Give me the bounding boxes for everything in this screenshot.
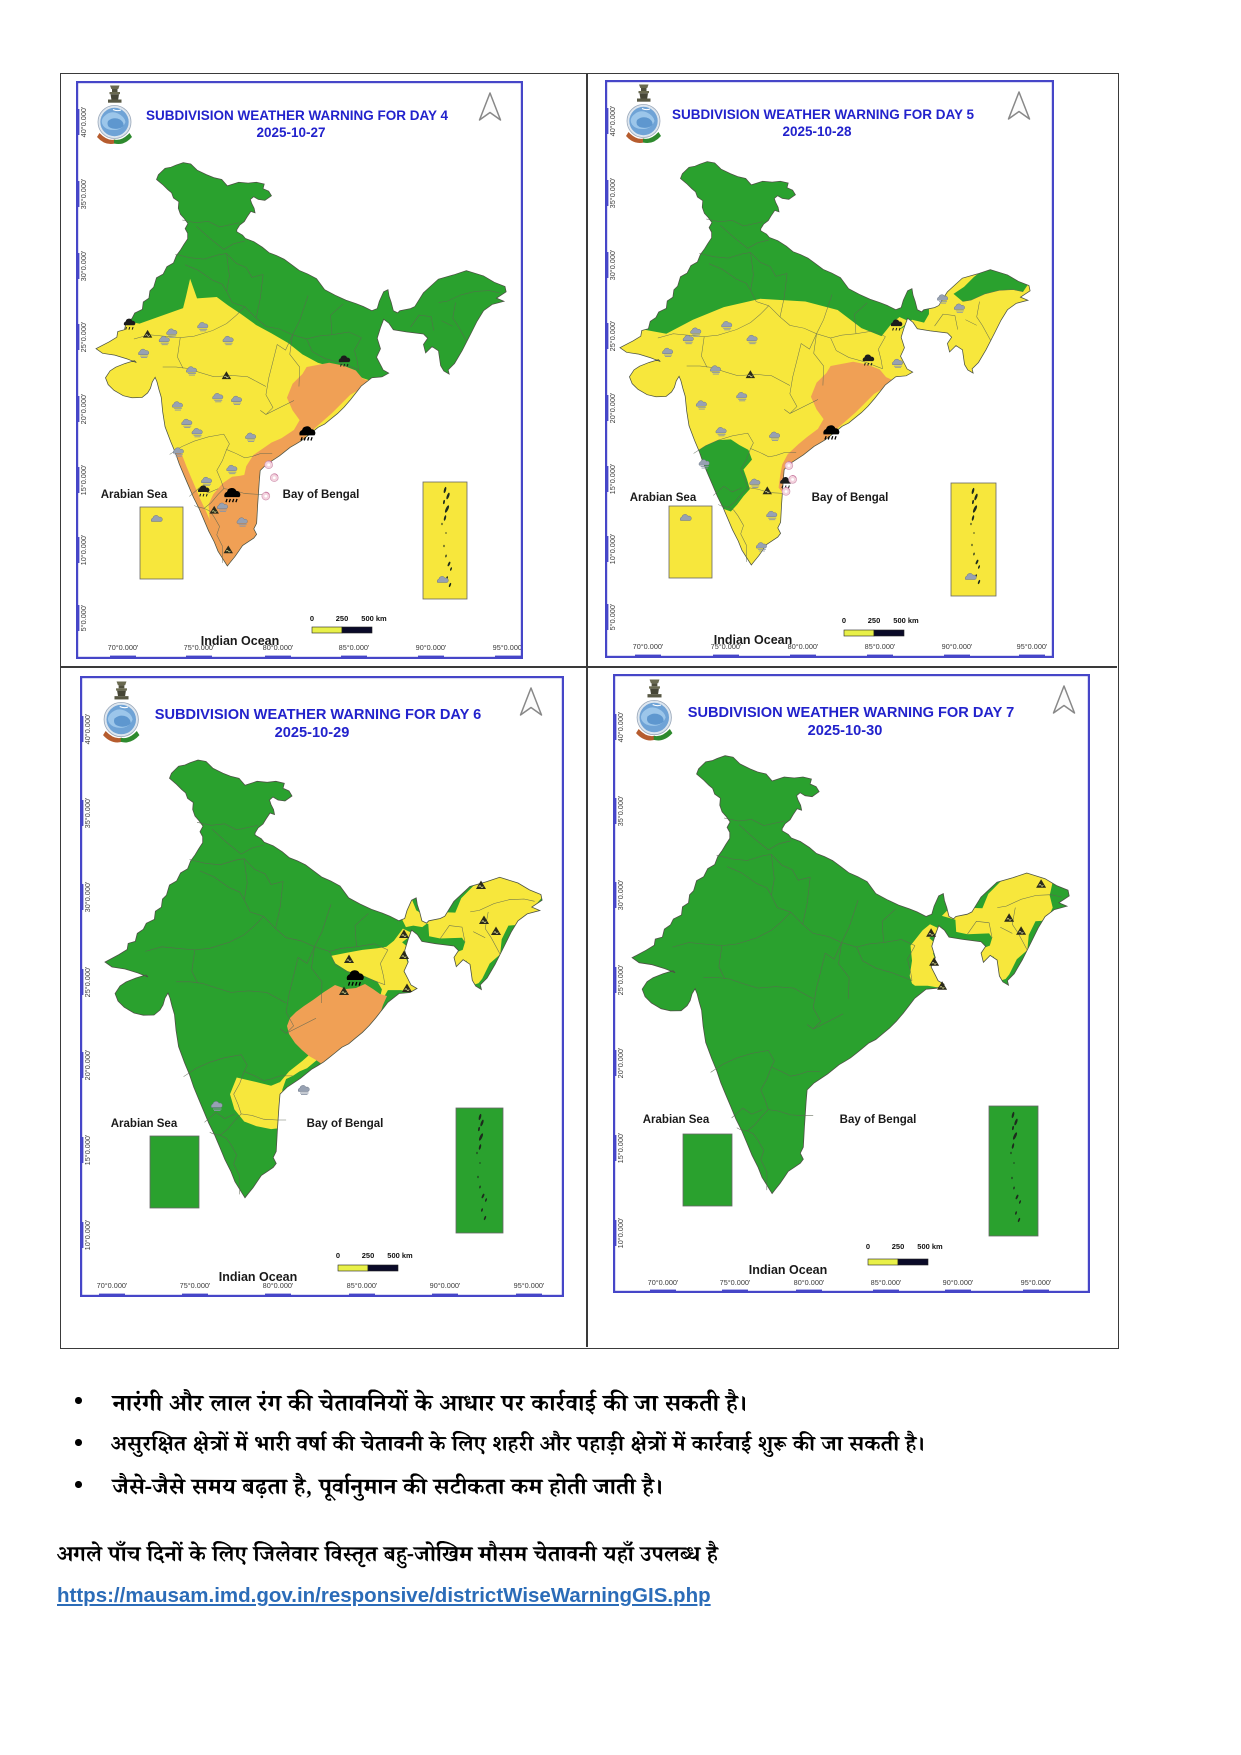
svg-text:Indian Ocean: Indian Ocean	[749, 1263, 828, 1277]
svg-text:90°0.000': 90°0.000'	[943, 1278, 974, 1287]
svg-text:5°0.000': 5°0.000'	[79, 604, 88, 631]
svg-text:95°0.000': 95°0.000'	[1021, 1278, 1052, 1287]
svg-text:Indian Ocean: Indian Ocean	[201, 634, 280, 648]
svg-text:Arabian Sea: Arabian Sea	[101, 489, 168, 501]
svg-text:Arabian Sea: Arabian Sea	[630, 492, 697, 504]
svg-text:Indian Ocean: Indian Ocean	[219, 1270, 298, 1284]
svg-text:Bay of Bengal: Bay of Bengal	[812, 492, 889, 504]
svg-text:30°0.000': 30°0.000'	[83, 881, 92, 912]
svg-text:500 km: 500 km	[361, 614, 387, 623]
svg-text:80°0.000': 80°0.000'	[263, 1281, 294, 1290]
svg-text:Bay of Bengal: Bay of Bengal	[283, 489, 360, 501]
svg-text:25°0.000': 25°0.000'	[608, 320, 617, 351]
svg-text:80°0.000': 80°0.000'	[263, 643, 294, 652]
svg-text:40°0.000': 40°0.000'	[608, 105, 617, 136]
svg-text:40°0.000': 40°0.000'	[79, 106, 88, 137]
svg-text:10°0.000': 10°0.000'	[616, 1217, 625, 1248]
svg-text:2025-10-27: 2025-10-27	[256, 125, 325, 140]
svg-text:25°0.000': 25°0.000'	[83, 966, 92, 997]
svg-text:75°0.000': 75°0.000'	[180, 1281, 211, 1290]
svg-text:2025-10-29: 2025-10-29	[275, 725, 350, 741]
svg-text:Arabian Sea: Arabian Sea	[111, 1118, 178, 1130]
svg-text:40°0.000': 40°0.000'	[83, 713, 92, 744]
svg-text:0: 0	[842, 616, 846, 625]
svg-text:95°0.000': 95°0.000'	[514, 1281, 545, 1290]
svg-text:10°0.000': 10°0.000'	[608, 533, 617, 564]
svg-text:85°0.000': 85°0.000'	[347, 1281, 378, 1290]
svg-text:500 km: 500 km	[893, 616, 919, 625]
svg-text:90°0.000': 90°0.000'	[430, 1281, 461, 1290]
svg-text:0: 0	[866, 1242, 870, 1251]
svg-text:35°0.000': 35°0.000'	[79, 178, 88, 209]
svg-text:SUBDIVISION WEATHER WARNING FO: SUBDIVISION WEATHER WARNING FOR DAY 6	[155, 707, 482, 723]
svg-text:75°0.000': 75°0.000'	[720, 1278, 751, 1287]
svg-text:25°0.000': 25°0.000'	[616, 964, 625, 995]
svg-text:40°0.000': 40°0.000'	[616, 711, 625, 742]
svg-text:15°0.000': 15°0.000'	[616, 1132, 625, 1163]
svg-text:Indian Ocean: Indian Ocean	[714, 633, 793, 647]
svg-text:70°0.000': 70°0.000'	[648, 1278, 679, 1287]
svg-text:30°0.000': 30°0.000'	[608, 249, 617, 280]
svg-text:Bay of Bengal: Bay of Bengal	[307, 1118, 384, 1130]
svg-text:75°0.000': 75°0.000'	[184, 643, 215, 652]
svg-text:250: 250	[892, 1242, 905, 1251]
svg-text:30°0.000': 30°0.000'	[616, 879, 625, 910]
svg-text:SUBDIVISION WEATHER WARNING FO: SUBDIVISION WEATHER WARNING FOR DAY 5	[672, 107, 975, 122]
svg-text:35°0.000': 35°0.000'	[616, 795, 625, 826]
svg-text:2025-10-30: 2025-10-30	[808, 723, 883, 739]
svg-text:500 km: 500 km	[917, 1242, 943, 1251]
svg-text:5°0.000': 5°0.000'	[608, 603, 617, 630]
svg-text:15°0.000': 15°0.000'	[83, 1134, 92, 1165]
svg-text:80°0.000': 80°0.000'	[788, 642, 819, 651]
svg-text:Bay of Bengal: Bay of Bengal	[840, 1114, 917, 1126]
svg-text:SUBDIVISION WEATHER WARNING FO: SUBDIVISION WEATHER WARNING FOR DAY 4	[146, 108, 449, 123]
svg-text:85°0.000': 85°0.000'	[339, 643, 370, 652]
svg-text:80°0.000': 80°0.000'	[794, 1278, 825, 1287]
svg-text:90°0.000': 90°0.000'	[942, 642, 973, 651]
svg-text:SUBDIVISION WEATHER WARNING FO: SUBDIVISION WEATHER WARNING FOR DAY 7	[688, 705, 1015, 721]
svg-text:500 km: 500 km	[387, 1251, 413, 1260]
svg-text:0: 0	[336, 1251, 340, 1260]
svg-text:250: 250	[362, 1251, 375, 1260]
svg-text:10°0.000': 10°0.000'	[79, 534, 88, 565]
svg-text:250: 250	[336, 614, 349, 623]
svg-text:35°0.000': 35°0.000'	[83, 797, 92, 828]
svg-text:25°0.000': 25°0.000'	[79, 321, 88, 352]
svg-text:95°0.000': 95°0.000'	[1017, 642, 1048, 651]
svg-text:90°0.000': 90°0.000'	[416, 643, 447, 652]
svg-text:70°0.000': 70°0.000'	[633, 642, 664, 651]
svg-text:10°0.000': 10°0.000'	[83, 1219, 92, 1250]
svg-text:75°0.000': 75°0.000'	[711, 642, 742, 651]
svg-text:20°0.000': 20°0.000'	[616, 1047, 625, 1078]
svg-text:2025-10-28: 2025-10-28	[782, 124, 852, 139]
svg-text:85°0.000': 85°0.000'	[865, 642, 896, 651]
svg-text:20°0.000': 20°0.000'	[83, 1049, 92, 1080]
svg-text:95°0.000': 95°0.000'	[493, 643, 523, 652]
svg-text:15°0.000': 15°0.000'	[79, 464, 88, 495]
svg-text:20°0.000': 20°0.000'	[608, 392, 617, 423]
svg-text:85°0.000': 85°0.000'	[871, 1278, 902, 1287]
svg-text:250: 250	[868, 616, 881, 625]
svg-text:Arabian Sea: Arabian Sea	[643, 1114, 710, 1126]
svg-text:70°0.000': 70°0.000'	[108, 643, 139, 652]
svg-text:20°0.000': 20°0.000'	[79, 393, 88, 424]
svg-text:30°0.000': 30°0.000'	[79, 250, 88, 281]
svg-text:15°0.000': 15°0.000'	[608, 463, 617, 494]
svg-text:0: 0	[310, 614, 314, 623]
svg-text:70°0.000': 70°0.000'	[97, 1281, 128, 1290]
svg-text:35°0.000': 35°0.000'	[608, 177, 617, 208]
